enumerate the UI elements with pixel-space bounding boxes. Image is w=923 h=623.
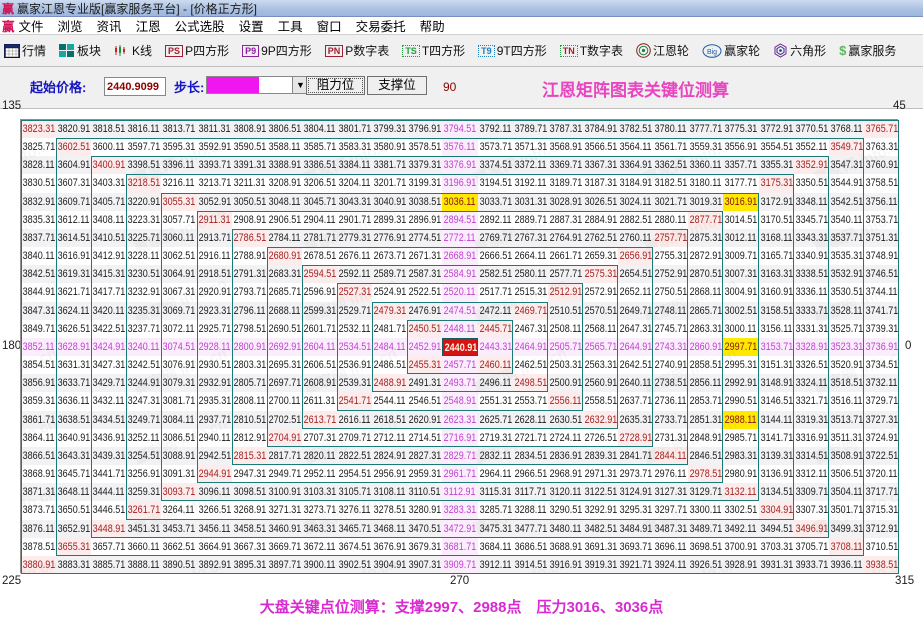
svg-text:Big: Big [707,49,717,56]
